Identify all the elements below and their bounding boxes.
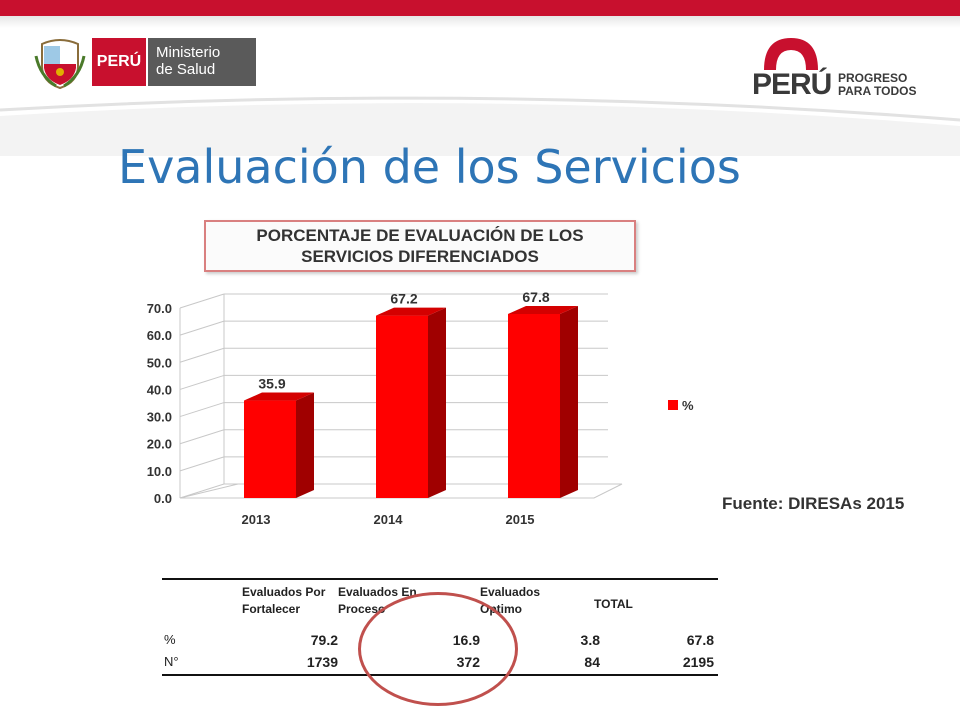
- bar: [376, 315, 428, 498]
- header-line: Fortalecer: [242, 602, 301, 616]
- header-evaluados-en-proceso: Evaluados En Proceso: [338, 584, 417, 618]
- ppt-country-label: PERÚ: [752, 68, 832, 101]
- table-top-rule: [162, 578, 718, 580]
- header-evaluados-por-fortalecer: Evaluados Por Fortalecer: [242, 584, 325, 618]
- cell-n-optimo: 84: [584, 654, 600, 670]
- chart-title-line2: SERVICIOS DIFERENCIADOS: [301, 247, 539, 266]
- ppt-tagline: PROGRESO PARA TODOS: [838, 72, 916, 98]
- header-swoosh: [0, 96, 960, 156]
- y-tick-label: 50.0: [147, 355, 172, 370]
- y-tick-label: 0.0: [154, 491, 172, 506]
- row-label-percent: %: [164, 632, 176, 647]
- cell-pct-total: 67.8: [686, 632, 714, 648]
- chart-bars: 35.9 67.2 67.8: [244, 289, 578, 498]
- minsa-name: Ministerio de Salud: [148, 38, 256, 86]
- header-line: Proceso: [338, 602, 386, 616]
- top-accent-bar: [0, 0, 960, 16]
- cell-pct-fortalecer: 79.2: [310, 632, 338, 648]
- highlight-circle: [358, 592, 518, 706]
- header-line: Evaluados En: [338, 585, 417, 599]
- ppt-tagline-line1: PROGRESO: [838, 71, 908, 85]
- bar-side: [428, 307, 446, 498]
- chart-title-line1: PORCENTAJE DE EVALUACIÓN DE LOS: [256, 226, 584, 245]
- header-total: TOTAL: [594, 597, 633, 611]
- minsa-name-line2: de Salud: [156, 61, 216, 78]
- y-tick-label: 40.0: [147, 382, 172, 397]
- header-line: Evaluados: [480, 585, 541, 599]
- row-label-number: N°: [164, 654, 179, 669]
- y-tick-label: 30.0: [147, 410, 172, 425]
- x-tick-label: 2014: [374, 512, 404, 527]
- source-note: Fuente: DIRESAs 2015: [722, 494, 905, 513]
- bar-chart: 0.0 10.0 20.0 30.0 40.0 50.0 60.0 70.0 35.9 67.2…: [147, 289, 694, 527]
- legend-label: %: [682, 398, 694, 413]
- bar-top: [244, 392, 314, 401]
- minsa-name-line1: Ministerio: [156, 44, 221, 61]
- data-label: 67.8: [522, 289, 549, 305]
- bar-side: [296, 392, 314, 498]
- bar-side: [560, 305, 578, 498]
- ppt-tagline-line2: PARA TODOS: [838, 84, 917, 98]
- cell-pct-optimo: 3.8: [580, 632, 600, 648]
- data-label: 67.2: [390, 291, 417, 307]
- y-tick-label: 60.0: [147, 328, 172, 343]
- y-tick-label: 10.0: [147, 464, 172, 479]
- bar-top: [508, 305, 578, 314]
- header-line: Evaluados Por: [242, 585, 326, 599]
- peru-progreso-logo: PERÚ PROGRESO PARA TODOS: [752, 34, 932, 101]
- minsa-country-label: PERÚ: [92, 38, 146, 86]
- legend-swatch: [668, 400, 678, 410]
- cell-n-total: 2195: [682, 654, 714, 670]
- y-axis-ticks: 0.0 10.0 20.0 30.0 40.0 50.0 60.0 70.0: [147, 301, 172, 506]
- chart-title: PORCENTAJE DE EVALUACIÓN DE LOS SERVICIO…: [204, 220, 636, 272]
- chart-legend: %: [668, 398, 694, 413]
- y-tick-label: 70.0: [147, 301, 172, 316]
- logo-arc-icon: [764, 38, 818, 70]
- minsa-logo: PERÚ Ministerio de Salud: [34, 36, 256, 90]
- slide-title: Evaluación de los Servicios: [118, 140, 741, 194]
- top-shadow: [0, 16, 960, 28]
- bar-top: [376, 307, 446, 316]
- x-tick-label: 2015: [506, 512, 535, 527]
- data-label: 35.9: [258, 376, 285, 392]
- x-tick-label: 2013: [242, 512, 271, 527]
- y-tick-label: 20.0: [147, 437, 172, 452]
- bar: [244, 400, 296, 498]
- cell-n-fortalecer: 1739: [306, 654, 338, 670]
- bar: [508, 313, 560, 498]
- x-axis-ticks: 2013 2014 2015: [242, 512, 535, 527]
- coat-of-arms-icon: [34, 39, 86, 90]
